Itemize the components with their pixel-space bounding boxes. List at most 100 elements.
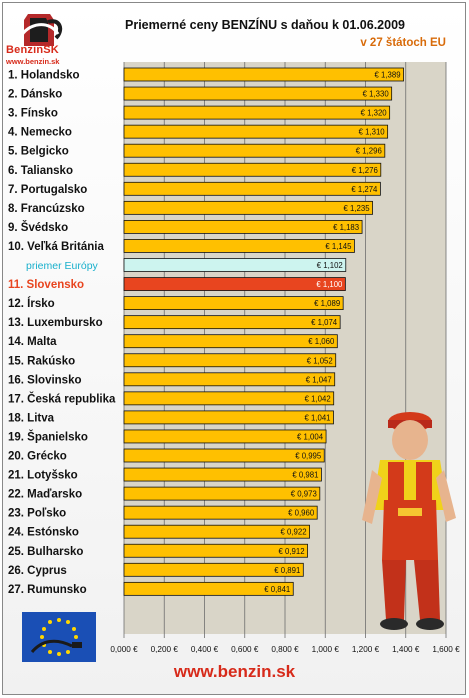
value-label: € 1,183 xyxy=(333,223,359,232)
value-label: € 1,276 xyxy=(352,166,378,175)
chart-title: Priemerné ceny BENZÍNU s daňou k 01.06.2… xyxy=(125,18,405,32)
logo-url: www.benzin.sk xyxy=(6,57,60,66)
bar xyxy=(123,105,391,120)
category-label: 3. Fínsko xyxy=(8,108,58,120)
bar xyxy=(123,372,336,387)
value-label: € 1,074 xyxy=(311,318,338,327)
category-label: 24. Estónsko xyxy=(8,527,79,539)
value-label: € 0,981 xyxy=(292,471,318,480)
value-label: € 0,973 xyxy=(291,490,317,499)
value-label: € 1,389 xyxy=(375,71,401,80)
bar xyxy=(123,562,304,577)
bar xyxy=(123,67,404,82)
category-label: 10. Veľká Británia xyxy=(8,241,104,253)
x-tick-label: 0,000 € xyxy=(110,645,138,654)
value-label: € 0,841 xyxy=(264,585,290,594)
value-label: € 1,330 xyxy=(363,90,390,99)
category-label: 23. Poľsko xyxy=(8,508,66,520)
category-label: 6. Taliansko xyxy=(8,165,73,177)
footer-url: www.benzin.sk xyxy=(173,662,296,681)
bar xyxy=(123,162,382,177)
value-label: € 1,296 xyxy=(356,147,382,156)
category-label: 25. Bulharsko xyxy=(8,546,83,558)
category-label: 21. Lotyšsko xyxy=(8,470,78,482)
bar xyxy=(123,410,334,425)
bar xyxy=(123,429,327,444)
eu-flag-icon xyxy=(22,612,96,662)
bar xyxy=(123,200,373,215)
bar xyxy=(123,296,344,311)
value-label: € 0,995 xyxy=(295,452,322,461)
bar xyxy=(123,353,337,368)
category-label: 17. Česká republika xyxy=(8,392,116,405)
bar xyxy=(123,239,355,253)
value-label: € 1,047 xyxy=(306,375,332,384)
bar xyxy=(123,86,393,101)
category-label: 9. Švédsko xyxy=(8,221,68,234)
category-label: 27. Rumunsko xyxy=(8,584,87,596)
category-label: 26. Cyprus xyxy=(8,565,67,577)
bar xyxy=(123,524,310,539)
chart-subtitle: v 27 štátoch EU xyxy=(360,37,446,49)
value-label: € 1,320 xyxy=(361,109,388,118)
category-label: 11. Slovensko xyxy=(8,279,84,291)
bar xyxy=(123,543,308,558)
x-tick-label: 1,200 € xyxy=(352,645,380,654)
value-label: € 1,235 xyxy=(344,204,371,213)
value-label: € 1,089 xyxy=(314,299,340,308)
category-label: 4. Nemecko xyxy=(8,127,72,139)
category-label: 22. Maďarsko xyxy=(8,489,82,501)
bar xyxy=(123,581,294,596)
value-label: € 1,042 xyxy=(305,394,331,403)
value-label: € 1,060 xyxy=(308,337,335,346)
value-label: € 1,145 xyxy=(325,242,352,251)
x-tick-label: 0,200 € xyxy=(151,645,179,654)
bar xyxy=(123,219,363,234)
x-tick-label: 1,600 € xyxy=(432,645,460,654)
category-label: 16. Slovinsko xyxy=(8,374,82,386)
bar xyxy=(123,467,322,482)
x-tick-label: 0,400 € xyxy=(191,645,219,654)
value-label: € 0,912 xyxy=(279,547,305,556)
value-label: € 0,891 xyxy=(274,566,300,575)
category-label: priemer Európy xyxy=(26,260,99,272)
category-label: 20. Grécko xyxy=(8,451,67,463)
value-label: € 0,922 xyxy=(281,528,307,537)
bar xyxy=(123,505,318,520)
category-label: 1. Holandsko xyxy=(8,70,80,82)
x-tick-label: 1,400 € xyxy=(392,645,420,654)
value-label: € 1,100 xyxy=(316,280,343,289)
value-label: € 1,274 xyxy=(351,185,378,194)
bar xyxy=(123,181,381,196)
x-tick-label: 0,800 € xyxy=(271,645,299,654)
bar xyxy=(123,391,335,406)
value-label: € 1,102 xyxy=(317,261,343,270)
bar xyxy=(123,334,338,349)
value-label: € 1,041 xyxy=(304,413,330,422)
bar xyxy=(123,486,321,501)
mechanic-mascot-icon xyxy=(362,412,456,630)
category-label: 14. Malta xyxy=(8,336,57,348)
bar xyxy=(123,143,386,158)
bar xyxy=(123,258,347,272)
bar xyxy=(123,448,325,463)
category-label: 15. Rakúsko xyxy=(8,355,75,367)
x-tick-label: 0,600 € xyxy=(231,645,259,654)
category-label: 2. Dánsko xyxy=(8,89,62,101)
category-label: 5. Belgicko xyxy=(8,146,69,158)
category-label: 18. Litva xyxy=(8,412,55,424)
value-label: € 1,052 xyxy=(307,356,333,365)
value-label: € 1,004 xyxy=(297,432,324,441)
category-label: 8. Francúzsko xyxy=(8,203,85,215)
logo-text: BenzinSK xyxy=(6,44,59,56)
category-label: 12. Írsko xyxy=(8,297,55,310)
value-label: € 1,310 xyxy=(359,128,386,137)
category-label: 7. Portugalsko xyxy=(8,184,87,196)
bar xyxy=(123,277,346,291)
bar xyxy=(123,124,389,139)
x-tick-label: 1,000 € xyxy=(312,645,340,654)
category-label: 13. Luxembursko xyxy=(8,317,103,329)
category-label: 19. Španielsko xyxy=(8,430,88,443)
value-label: € 0,960 xyxy=(288,509,315,518)
